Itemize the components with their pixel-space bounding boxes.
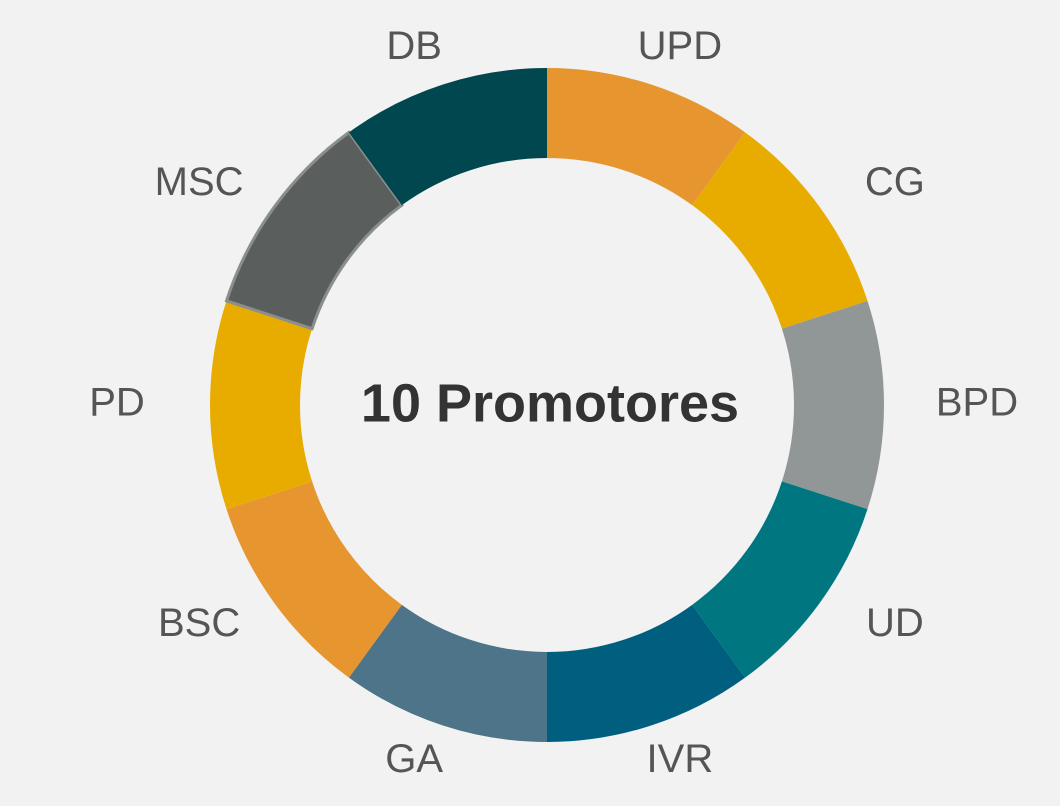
segment-label: PD	[89, 381, 145, 425]
segment-label: DB	[386, 24, 442, 68]
segment-label: CG	[865, 160, 925, 204]
segment-label: UD	[866, 601, 924, 645]
donut-segment	[692, 132, 868, 329]
segment-label: BPD	[936, 381, 1018, 425]
donut-segment	[547, 68, 746, 206]
donut-segment	[210, 300, 313, 510]
center-title: 10 Promotores	[361, 373, 739, 433]
donut-segment	[692, 481, 868, 678]
segment-label: GA	[385, 737, 443, 781]
donut-segment	[226, 481, 402, 678]
segment-label: MSC	[155, 160, 244, 204]
segment-label: BSC	[158, 601, 240, 645]
donut-segment	[348, 604, 547, 742]
segment-label: IVR	[647, 737, 714, 781]
donut-segment	[348, 68, 547, 206]
segment-label: UPD	[638, 24, 722, 68]
donut-segment	[224, 130, 404, 331]
donut-segment	[781, 300, 884, 510]
donut-segment	[547, 604, 746, 742]
